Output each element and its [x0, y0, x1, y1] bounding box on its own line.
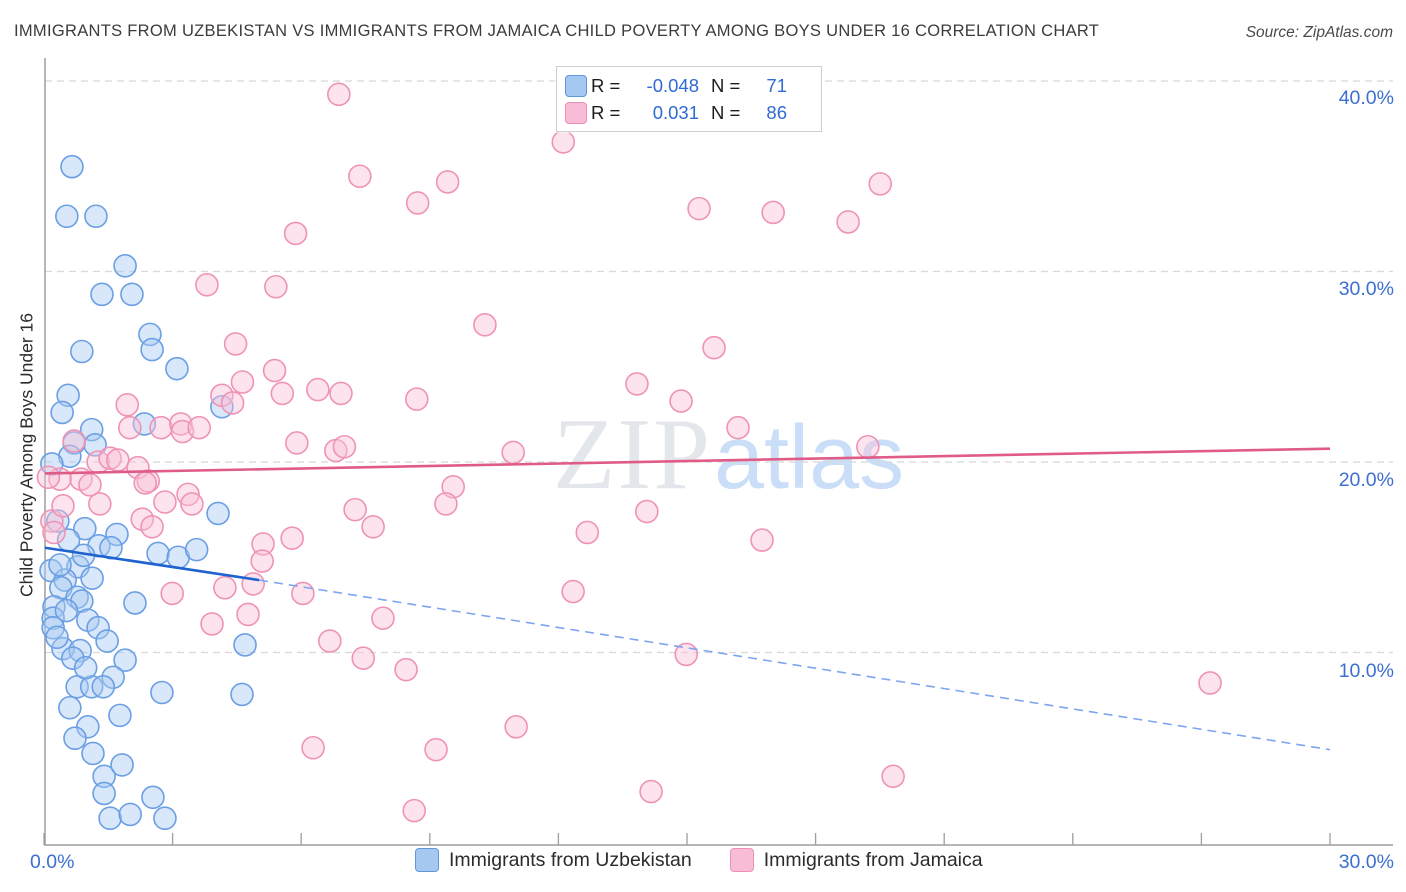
stats-row-jamaica: R = 0.031 N = 86	[557, 101, 821, 124]
r-value-jamaica: 0.031	[652, 101, 699, 123]
y-tick-10: 10.0%	[1338, 660, 1394, 682]
n-label: N =	[711, 101, 741, 123]
stats-row-uzbekistan: R = -0.048 N = 71	[557, 74, 821, 97]
uzbekistan-swatch-icon	[565, 74, 587, 97]
chart-title: IMMIGRANTS FROM UZBEKISTAN VS IMMIGRANTS…	[14, 22, 1100, 40]
x-tick-min: 0.0%	[30, 851, 75, 873]
stats-legend: R = -0.048 N = 71 R = 0.031 N = 86	[556, 66, 822, 132]
jamaica-swatch-icon	[565, 101, 587, 124]
legend-label-uzbekistan: Immigrants from Uzbekistan	[449, 848, 692, 871]
y-tick-40: 40.0%	[1338, 87, 1394, 109]
legend-item-uzbekistan: Immigrants from Uzbekistan	[415, 848, 692, 872]
source-label: Source: ZipAtlas.com	[1245, 24, 1393, 41]
r-label: R =	[591, 74, 621, 96]
n-label: N =	[711, 74, 741, 96]
jamaica-legend-swatch-icon	[729, 848, 754, 872]
legend-label-jamaica: Immigrants from Jamaica	[763, 848, 983, 871]
legend-item-jamaica: Immigrants from Jamaica	[729, 848, 983, 872]
r-label: R =	[591, 101, 621, 123]
n-value-uzbekistan: 71	[766, 74, 787, 96]
n-value-jamaica: 86	[766, 101, 787, 123]
y-axis-title: Child Poverty Among Boys Under 16	[16, 312, 37, 598]
bottom-legend: Immigrants from Uzbekistan Immigrants fr…	[415, 848, 983, 872]
uzbekistan-legend-swatch-icon	[415, 848, 439, 872]
x-tick-max: 30.0%	[1338, 851, 1394, 873]
y-tick-20: 20.0%	[1338, 469, 1394, 491]
y-tick-30: 30.0%	[1338, 278, 1394, 300]
r-value-uzbekistan: -0.048	[646, 74, 699, 96]
